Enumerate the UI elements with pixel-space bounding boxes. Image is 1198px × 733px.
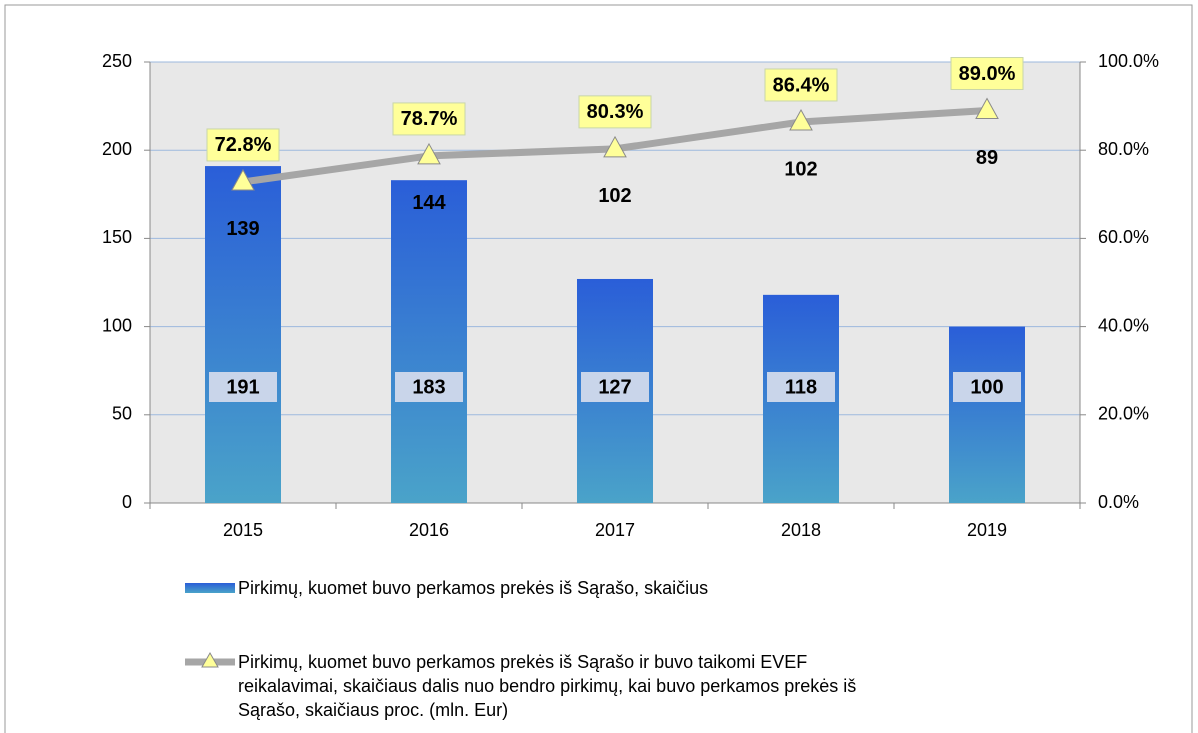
y2-tick-label: 20.0%: [1098, 404, 1149, 424]
line-label-box: [764, 68, 838, 102]
chart-border: [4, 4, 1193, 733]
y-tick-label: 150: [102, 227, 132, 247]
line-marker: [789, 108, 813, 131]
annotation: 102: [598, 185, 631, 207]
bar-label-box: [953, 372, 1021, 402]
y2-tick-label: 60.0%: [1098, 227, 1149, 247]
line-label-box: [392, 102, 466, 136]
y-tick-label: 100: [102, 315, 132, 335]
x-tick-label: 2019: [967, 520, 1007, 540]
bar: [391, 180, 467, 504]
line-label: 72.8%: [215, 134, 272, 156]
line-label: 80.3%: [587, 101, 644, 123]
line-label-box: [950, 57, 1024, 91]
y-tick-label: 250: [102, 51, 132, 71]
line-marker: [231, 168, 255, 191]
x-tick-label: 2015: [223, 520, 263, 540]
annotation: 89: [976, 147, 998, 169]
line-label-box: [206, 128, 280, 162]
annotation: 144: [412, 192, 446, 214]
line-marker: [975, 97, 999, 120]
y2-tick-label: 40.0%: [1098, 315, 1149, 335]
line-label: 78.7%: [401, 108, 458, 130]
y-tick-label: 200: [102, 139, 132, 159]
line-label-box: [578, 95, 652, 129]
y2-tick-label: 0.0%: [1098, 492, 1139, 512]
y-tick-label: 0: [122, 492, 132, 512]
bar-label: 100: [970, 376, 1003, 398]
line-label: 89.0%: [959, 63, 1016, 85]
legend-entry: Pirkimų, kuomet buvo perkamos prekės iš …: [238, 652, 857, 720]
bar-label-box: [767, 372, 835, 402]
legend-entry: Pirkimų, kuomet buvo perkamos prekės iš …: [238, 578, 709, 598]
legend-swatch: [185, 583, 235, 593]
bar-label-box: [209, 372, 277, 402]
legend-marker: [201, 651, 219, 668]
annotation: 102: [784, 158, 817, 180]
annotation: 139: [226, 218, 259, 240]
bar-label: 118: [785, 376, 817, 398]
bar-label-box: [581, 372, 649, 402]
y2-tick-label: 80.0%: [1098, 139, 1149, 159]
bar-label: 127: [598, 376, 631, 398]
bar-label-box: [395, 372, 463, 402]
x-tick-label: 2017: [595, 520, 635, 540]
line-marker: [417, 142, 441, 165]
line-label: 86.4%: [773, 74, 830, 96]
x-tick-label: 2018: [781, 520, 821, 540]
bar-label: 183: [412, 376, 445, 398]
line-marker: [603, 135, 627, 158]
y2-tick-label: 100.0%: [1098, 51, 1159, 71]
bar: [949, 326, 1025, 503]
x-tick-label: 2016: [409, 520, 449, 540]
bar: [205, 166, 281, 504]
y-tick-label: 50: [112, 404, 132, 424]
bar-label: 191: [226, 376, 259, 398]
